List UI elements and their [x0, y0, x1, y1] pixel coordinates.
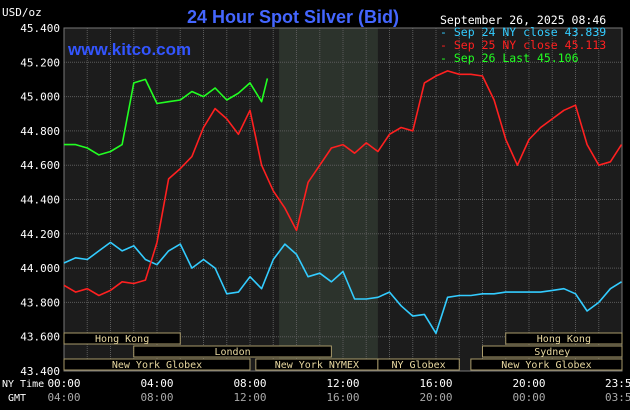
y-tick-label: 44.800: [20, 125, 60, 138]
watermark: www.kitco.com: [67, 40, 191, 59]
plot-border: [63, 27, 623, 372]
session-label: NY Globex: [391, 360, 445, 371]
y-tick-label: 45.400: [20, 22, 60, 35]
chart-title: 24 Hour Spot Silver (Bid): [187, 7, 399, 27]
x-tick-label-ny: 00:00: [47, 377, 80, 390]
session-bar: [63, 332, 181, 345]
legend-label: Sep 24 NY close 43.839: [454, 25, 606, 39]
legend: - Sep 24 NY close 43.839 - Sep 25 NY clo…: [440, 25, 606, 65]
legend-label: Sep 26 Last 45.106: [454, 51, 579, 65]
session-label: New York NYMEX: [275, 360, 359, 371]
x-tick-label-gmt: 12:00: [233, 391, 266, 404]
y-tick-label: 45.200: [20, 56, 60, 69]
session-bar: [505, 332, 623, 345]
series-line-2: [64, 78, 269, 156]
session-label: New York Globex: [501, 360, 591, 371]
session-label: Hong Kong: [537, 334, 591, 345]
legend-entry-sep26: - Sep 26 Last 45.106: [440, 51, 579, 65]
y-tick-label: 43.400: [20, 365, 60, 378]
y-tick-label: 44.600: [20, 159, 60, 172]
legend-entry-sep25: - Sep 25 NY close 45.113: [440, 38, 606, 52]
x-tick-label-gmt: 08:00: [140, 391, 173, 404]
x-tick-label-gmt: 04:00: [47, 391, 80, 404]
x-tick-label-gmt: 00:00: [512, 391, 545, 404]
series-lines: [63, 70, 623, 335]
session-label: Sydney: [534, 347, 570, 358]
x-tick-label-ny: 04:00: [140, 377, 173, 390]
legend-label: Sep 25 NY close 45.113: [454, 38, 606, 52]
x-tick-label-gmt: 16:00: [326, 391, 359, 404]
x-tick-label-ny: 12:00: [326, 377, 359, 390]
x-tick-label-gmt: 20:00: [419, 391, 452, 404]
legend-marker: -: [440, 51, 447, 65]
x-tick-label-ny: 16:00: [419, 377, 452, 390]
x-tick-label-ny: 20:00: [512, 377, 545, 390]
x-tick-label-ny: 23:59: [605, 377, 630, 390]
axes: 45.400 45.200 45.000 44.800 44.600 44.400 44.2…: [20, 22, 630, 404]
series-line-1: [63, 70, 623, 297]
y-axis-label: USD/oz: [2, 6, 42, 19]
session-bar: [377, 358, 460, 371]
session-bars: Hong Kong Hong Kong London Sydney New York G…: [63, 332, 623, 371]
x-row-label-gmt: GMT: [8, 393, 26, 404]
timestamp: September 26, 2025 08:46: [440, 13, 606, 27]
session-bar: [133, 345, 332, 358]
session-bar: [482, 345, 623, 358]
y-tick-label: 43.600: [20, 331, 60, 344]
y-tick-label: 44.000: [20, 262, 60, 275]
session-label: New York Globex: [112, 360, 202, 371]
legend-marker: -: [440, 25, 447, 39]
x-tick-label-ny: 08:00: [233, 377, 266, 390]
series-line-0: [63, 241, 622, 335]
grid: [63, 27, 623, 372]
session-bar: [63, 358, 251, 371]
session-label: London: [215, 347, 251, 358]
y-tick-label: 45.000: [20, 91, 60, 104]
legend-marker: -: [440, 38, 447, 52]
x-tick-label-gmt: 03:59: [605, 391, 630, 404]
session-label: Hong Kong: [95, 334, 149, 345]
y-tick-label: 43.800: [20, 296, 60, 309]
session-bar: [470, 358, 623, 371]
y-tick-label: 44.200: [20, 228, 60, 241]
y-tick-label: 44.400: [20, 194, 60, 207]
x-row-label-ny: NY Time: [2, 379, 44, 390]
legend-entry-sep24: - Sep 24 NY close 43.839: [440, 25, 606, 39]
